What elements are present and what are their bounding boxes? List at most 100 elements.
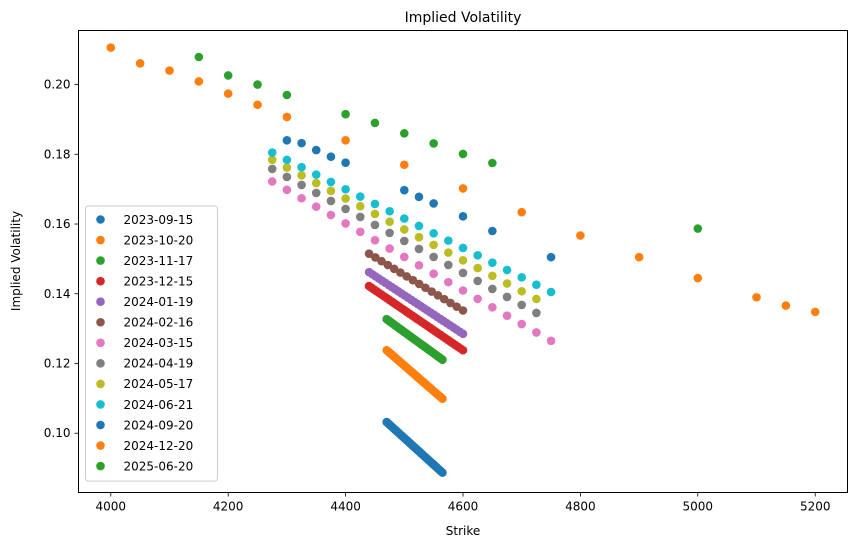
- data-point: [297, 138, 306, 148]
- data-point: [488, 226, 497, 236]
- data-point: [396, 268, 405, 277]
- data-point: [517, 286, 526, 296]
- data-point: [400, 160, 409, 170]
- data-point: [517, 273, 526, 282]
- data-point: [517, 300, 526, 310]
- data-point: [502, 292, 512, 302]
- legend-label: 2024-09-20: [124, 418, 194, 432]
- scatter-marks: [106, 43, 820, 477]
- legend-marker: [96, 461, 105, 471]
- legend-label: 2024-06-21: [124, 398, 194, 412]
- legend-marker: [96, 441, 105, 450]
- data-point: [429, 269, 438, 279]
- legend-label: 2025-06-20: [124, 459, 194, 473]
- series-2023-09-15: [382, 417, 447, 477]
- series-2024-02-16: [364, 249, 468, 315]
- legend-marker: [96, 379, 105, 389]
- y-tick-label: 0.16: [44, 217, 71, 231]
- data-point: [341, 194, 350, 203]
- data-point: [341, 158, 350, 167]
- data-point: [402, 272, 411, 281]
- data-point: [370, 235, 380, 245]
- data-point: [194, 52, 204, 62]
- y-tick-label: 0.12: [44, 356, 71, 370]
- data-point: [311, 188, 321, 198]
- data-point: [400, 185, 409, 195]
- x-tick-label: 5200: [800, 500, 831, 514]
- data-point: [429, 139, 438, 148]
- data-point: [458, 306, 468, 315]
- series-2024-06-21: [267, 148, 556, 297]
- data-point: [502, 311, 512, 320]
- legend-label: 2024-05-17: [124, 377, 194, 391]
- data-point: [444, 236, 453, 245]
- y-axis: 0.10 0.12 0.14 0.16 0.18 0.20: [44, 78, 79, 440]
- data-point: [458, 149, 468, 159]
- data-point: [634, 252, 644, 262]
- data-point: [414, 221, 424, 231]
- legend-label: 2024-03-15: [124, 336, 194, 350]
- data-point: [400, 129, 409, 138]
- data-point: [341, 109, 350, 119]
- data-point: [400, 225, 409, 234]
- data-point: [282, 185, 292, 195]
- legend-marker: [96, 215, 105, 224]
- series-2024-09-20: [282, 136, 556, 262]
- data-point: [282, 163, 292, 172]
- data-point: [444, 260, 453, 270]
- data-point: [341, 136, 350, 145]
- legend-label: 2024-12-20: [124, 439, 194, 453]
- series-2024-12-20: [106, 43, 820, 317]
- data-point: [488, 284, 497, 294]
- data-point: [311, 202, 321, 211]
- data-point: [446, 298, 455, 308]
- data-point: [693, 224, 703, 233]
- data-point: [223, 89, 233, 98]
- data-point: [473, 263, 482, 273]
- data-point: [458, 212, 468, 221]
- data-point: [458, 345, 468, 355]
- data-point: [326, 186, 336, 196]
- data-point: [438, 355, 447, 364]
- data-point: [267, 177, 277, 186]
- data-point: [165, 66, 174, 75]
- legend-marker: [96, 359, 105, 368]
- data-point: [326, 210, 336, 220]
- data-point: [429, 228, 438, 238]
- chart-title: Implied Volatility: [405, 10, 522, 26]
- data-point: [421, 283, 430, 293]
- data-point: [438, 468, 447, 477]
- data-point: [488, 302, 497, 312]
- legend-label: 2023-12-15: [124, 274, 194, 288]
- data-point: [546, 252, 556, 262]
- y-tick-label: 0.18: [44, 147, 71, 161]
- data-point: [458, 286, 468, 295]
- data-point: [517, 207, 526, 217]
- legend-marker: [96, 400, 105, 409]
- data-point: [458, 268, 468, 278]
- data-point: [326, 196, 336, 206]
- data-point: [414, 192, 424, 202]
- data-point: [341, 184, 350, 194]
- data-point: [355, 227, 365, 237]
- data-point: [267, 155, 277, 165]
- data-point: [414, 244, 424, 254]
- y-tick-label: 0.20: [44, 78, 71, 92]
- data-point: [370, 118, 380, 128]
- data-point: [311, 170, 321, 179]
- data-point: [693, 273, 703, 283]
- x-axis: 4000 4200 4400 4600 4800 5000 5200: [96, 492, 831, 514]
- legend-label: 2023-10-20: [124, 233, 194, 247]
- series-2025-06-20: [194, 52, 703, 233]
- x-tick-label: 4200: [213, 500, 244, 514]
- series-2023-11-17: [382, 314, 447, 364]
- data-point: [194, 77, 204, 86]
- data-point: [458, 329, 468, 339]
- data-point: [355, 201, 365, 211]
- data-point: [385, 228, 394, 238]
- data-point: [517, 319, 526, 329]
- x-axis-label: Strike: [446, 524, 481, 538]
- data-point: [400, 236, 409, 246]
- data-point: [267, 148, 277, 157]
